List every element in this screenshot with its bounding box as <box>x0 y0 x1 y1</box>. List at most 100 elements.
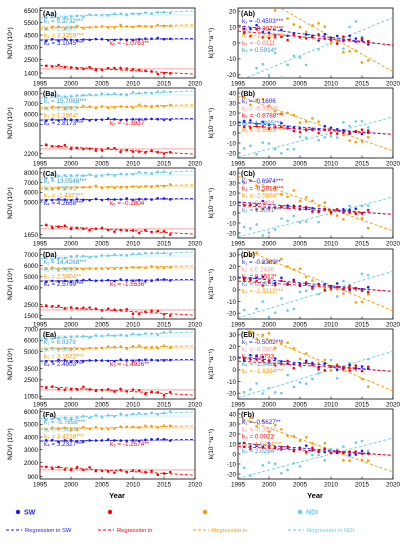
data-point <box>75 306 79 310</box>
data-point <box>162 472 166 475</box>
data-point <box>113 279 116 283</box>
data-point <box>366 290 370 294</box>
data-point <box>57 358 60 362</box>
data-point <box>162 71 166 75</box>
data-point <box>51 118 54 121</box>
data-point <box>348 38 351 41</box>
data-point <box>75 24 79 28</box>
data-point <box>69 439 73 442</box>
data-point <box>150 91 153 95</box>
data-point <box>57 63 60 67</box>
data-point <box>57 280 60 283</box>
data-point <box>286 63 289 67</box>
data-point <box>119 253 122 257</box>
data-point <box>63 426 67 430</box>
data-point <box>119 23 122 27</box>
data-point <box>311 128 314 132</box>
k-annotation: k₃ = 0.0733 <box>242 354 275 361</box>
data-point <box>113 439 116 442</box>
data-point <box>360 216 364 220</box>
data-point <box>113 12 116 15</box>
plot-area <box>238 249 393 319</box>
x-tick-label: 2020 <box>386 482 400 489</box>
data-point <box>119 12 122 16</box>
y-axis-label: k(10⁻⁴a⁻¹) <box>208 188 215 218</box>
data-point <box>100 415 104 419</box>
data-point <box>311 206 314 210</box>
data-point <box>255 98 258 102</box>
y-tick-label: -10 <box>227 140 237 147</box>
regression-line <box>242 249 393 312</box>
data-point <box>342 450 345 454</box>
data-point <box>267 332 271 335</box>
data-point <box>273 186 277 190</box>
y-tick-label: 40 <box>229 90 237 97</box>
data-point <box>63 224 67 228</box>
data-point <box>255 66 258 70</box>
plot-area <box>238 95 393 158</box>
data-point <box>286 265 289 268</box>
k-annotation: k₃ = -1.8302*** <box>242 33 284 40</box>
data-point <box>267 206 271 210</box>
data-point <box>156 333 160 336</box>
data-point <box>317 138 320 142</box>
data-point <box>63 37 67 41</box>
data-point <box>119 412 122 416</box>
data-point <box>354 301 358 304</box>
data-point <box>63 173 67 177</box>
panel-label: (Fb) <box>241 412 254 419</box>
data-point <box>162 90 166 93</box>
data-point <box>106 197 110 201</box>
data-point <box>100 226 104 230</box>
data-point <box>57 387 60 391</box>
data-point <box>144 392 147 396</box>
data-point <box>360 140 364 143</box>
data-point <box>298 447 302 451</box>
k-annotation: k₅ = -1.6528*** <box>242 127 284 134</box>
data-point <box>137 37 141 41</box>
y-tick-label: -10 <box>227 299 237 306</box>
data-point <box>57 268 60 272</box>
data-point <box>360 119 364 123</box>
x-tick-label: 2000 <box>262 161 277 168</box>
data-point <box>131 388 135 391</box>
data-point <box>88 26 91 29</box>
data-point <box>57 39 60 42</box>
y-tick-label: -20 <box>227 310 237 317</box>
x-tick-label: 2000 <box>262 402 277 409</box>
data-point <box>354 212 358 215</box>
data-point <box>255 279 258 283</box>
data-point <box>125 229 129 232</box>
data-point <box>249 358 252 361</box>
legend-marker <box>202 509 208 515</box>
data-point <box>82 347 85 351</box>
data-point <box>261 392 265 395</box>
y-tick-label: 10 <box>229 24 237 31</box>
data-point <box>119 66 122 70</box>
data-point <box>360 37 364 40</box>
y-tick-label: 6500 <box>24 8 39 15</box>
data-point <box>255 443 258 447</box>
data-point <box>255 153 258 156</box>
data-point <box>242 419 246 422</box>
data-point <box>106 438 110 441</box>
data-point <box>348 130 351 134</box>
y-tick-label: 6000 <box>24 190 39 197</box>
x-tick-label: 2020 <box>188 161 203 168</box>
data-point <box>88 105 91 109</box>
data-point <box>100 68 104 72</box>
data-point <box>323 362 327 365</box>
data-point <box>88 65 91 69</box>
panel-label: (Ba) <box>43 91 57 98</box>
data-point <box>150 12 153 16</box>
regression-line <box>238 276 393 293</box>
data-point <box>82 93 85 97</box>
data-point <box>261 125 265 128</box>
x-tick-label: 2000 <box>64 81 79 88</box>
y-tick-label: 30 <box>229 332 237 339</box>
x-tick-label: 2020 <box>188 322 203 329</box>
data-point <box>75 347 79 350</box>
data-point <box>317 120 320 123</box>
x-tick-label: 2015 <box>157 482 172 489</box>
data-point <box>242 466 246 470</box>
